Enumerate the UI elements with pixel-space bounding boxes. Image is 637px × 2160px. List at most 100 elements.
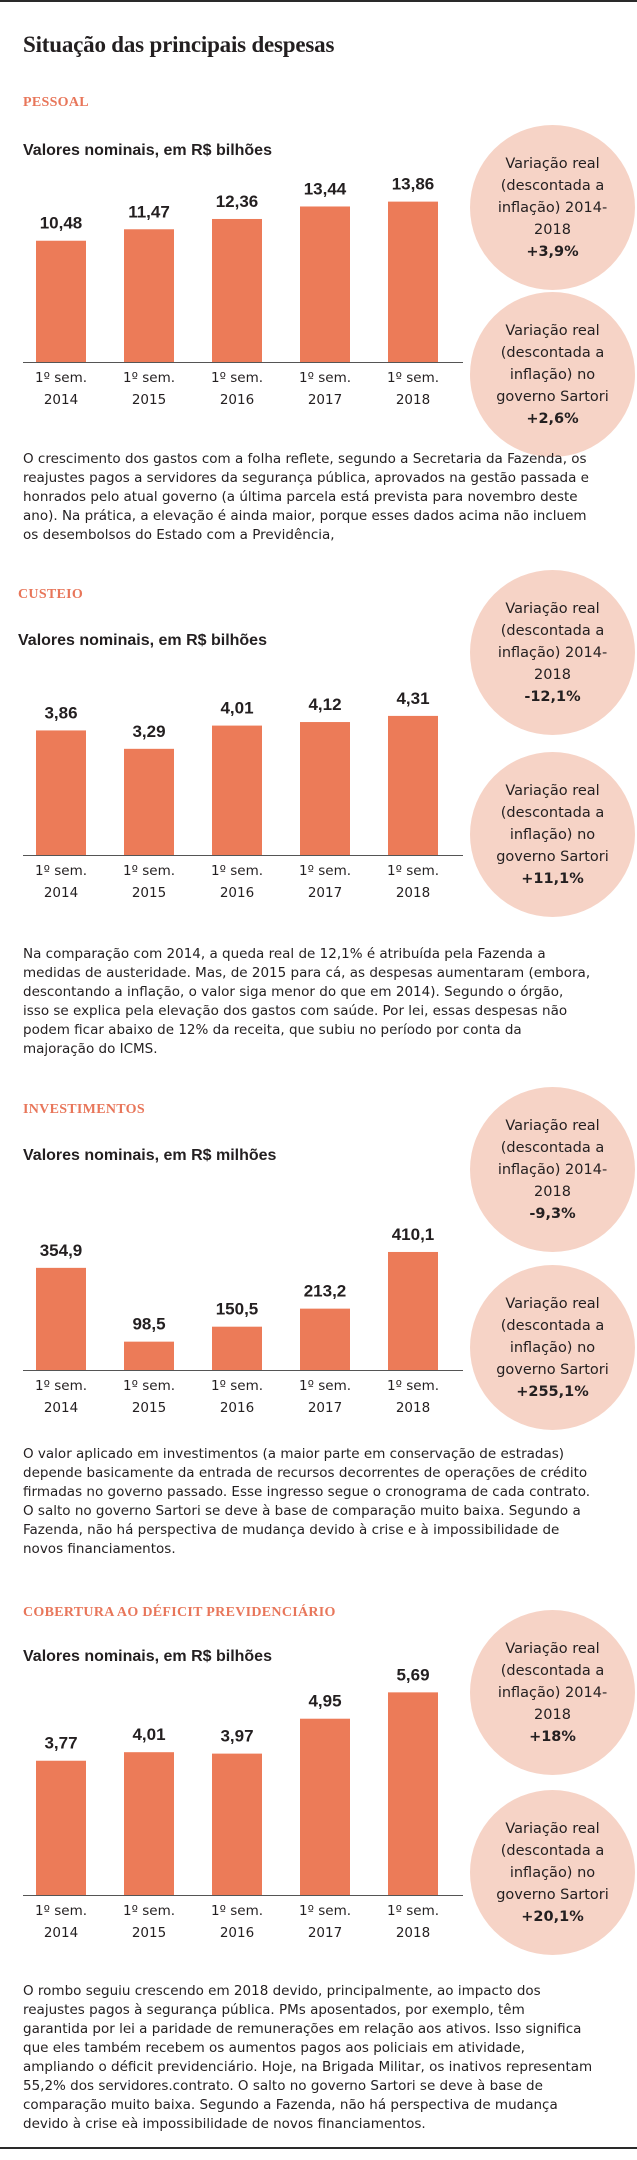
variation-circle-2014-2018: Variação real (descontada a inflação) 20… bbox=[470, 1610, 635, 1775]
variation-circle-sartori: Variação real (descontada a inflação) no… bbox=[470, 1790, 635, 1955]
bar-value-label: 150,5 bbox=[216, 1300, 259, 1319]
bar bbox=[388, 1251, 438, 1370]
top-rule bbox=[0, 0, 637, 2]
bar bbox=[388, 1692, 438, 1895]
bar-value-label: 3,97 bbox=[220, 1727, 253, 1746]
bar-value-label: 4,12 bbox=[308, 695, 341, 714]
section-paragraph: O rombo seguiu crescendo em 2018 devido,… bbox=[23, 1983, 593, 2132]
bar-value-label: 354,9 bbox=[40, 1241, 83, 1260]
x-tick-label: 1º sem. bbox=[387, 1903, 439, 1919]
x-tick-label: 1º sem. bbox=[211, 1378, 263, 1394]
bar bbox=[212, 725, 262, 855]
x-tick-label: 2018 bbox=[396, 885, 430, 901]
x-tick-label: 2016 bbox=[220, 1400, 254, 1416]
bar-value-label: 4,01 bbox=[132, 1725, 165, 1744]
circle-label: Variação real (descontada a inflação) 20… bbox=[497, 155, 608, 238]
x-tick-label: 2014 bbox=[44, 885, 78, 901]
x-tick-label: 1º sem. bbox=[299, 370, 351, 386]
bar-chart: 354,9 1º sem. 2014 98,5 1º sem. 2015 150,5 1º s… bbox=[23, 0, 463, 1440]
bar-value-label: 10,48 bbox=[40, 214, 83, 233]
bar-value-label: 13,86 bbox=[392, 175, 435, 194]
x-tick-label: 2015 bbox=[132, 885, 166, 901]
bar-value-label: 13,44 bbox=[304, 179, 347, 198]
section-title: INVESTIMENTOS bbox=[23, 1102, 145, 1117]
x-tick-label: 1º sem. bbox=[35, 863, 87, 879]
bar-chart-svg: 10,48 1º sem. 2014 11,47 1º sem. 2015 12,36 1º … bbox=[23, 175, 463, 408]
bar bbox=[36, 730, 86, 855]
bar-value-label: 410,1 bbox=[392, 1225, 435, 1244]
x-tick-label: 2017 bbox=[308, 885, 342, 901]
circle-label: Variação real (descontada a inflação) 20… bbox=[497, 600, 608, 683]
x-tick-label: 1º sem. bbox=[299, 1903, 351, 1919]
x-tick-label: 1º sem. bbox=[211, 863, 263, 879]
bar bbox=[212, 1753, 262, 1895]
x-tick-label: 2014 bbox=[44, 392, 78, 408]
bar-value-label: 4,95 bbox=[308, 1692, 341, 1711]
circle-value: -9,3% bbox=[529, 1205, 576, 1222]
bar-chart-svg: 3,86 1º sem. 2014 3,29 1º sem. 2015 4,01 1º sem… bbox=[23, 689, 463, 901]
x-tick-label: 1º sem. bbox=[299, 863, 351, 879]
bar bbox=[300, 1308, 350, 1370]
bar-value-label: 4,01 bbox=[220, 699, 253, 718]
circle-value: +3,9% bbox=[526, 243, 579, 260]
section-paragraph: O crescimento dos gastos com a folha ref… bbox=[23, 451, 589, 543]
x-tick-label: 2018 bbox=[396, 1925, 430, 1941]
bar-value-label: 3,77 bbox=[44, 1734, 77, 1753]
bar bbox=[36, 1267, 86, 1370]
x-tick-label: 1º sem. bbox=[123, 863, 175, 879]
x-tick-label: 2016 bbox=[220, 392, 254, 408]
x-tick-label: 1º sem. bbox=[35, 1378, 87, 1394]
x-tick-label: 2015 bbox=[132, 1400, 166, 1416]
bar-value-label: 11,47 bbox=[128, 202, 170, 221]
section-title: PESSOAL bbox=[23, 95, 89, 110]
x-tick-label: 2018 bbox=[396, 1400, 430, 1416]
bar bbox=[124, 1752, 174, 1895]
bar bbox=[300, 722, 350, 855]
bar-chart-svg: 3,77 1º sem. 2014 4,01 1º sem. 2015 3,97 1º sem… bbox=[23, 1665, 463, 1941]
bar bbox=[388, 715, 438, 855]
section-title: COBERTURA AO DÉFICIT PREVIDENCIÁRIO bbox=[23, 1605, 336, 1620]
x-tick-label: 2017 bbox=[308, 392, 342, 408]
circle-label: Variação real (descontada a inflação) no… bbox=[496, 1295, 609, 1378]
bar-chart-svg: 354,9 1º sem. 2014 98,5 1º sem. 2015 150,5 1º s… bbox=[23, 1225, 463, 1416]
circle-value: -12,1% bbox=[524, 688, 581, 705]
bar bbox=[124, 1341, 174, 1370]
bar-value-label: 3,29 bbox=[132, 722, 165, 741]
x-tick-label: 1º sem. bbox=[211, 370, 263, 386]
circle-label: Variação real (descontada a inflação) no… bbox=[496, 1820, 609, 1903]
variation-circle-sartori: Variação real (descontada a inflação) no… bbox=[470, 292, 635, 457]
bar-value-label: 98,5 bbox=[132, 1315, 165, 1334]
circle-value: +2,6% bbox=[526, 410, 579, 427]
x-tick-label: 2018 bbox=[396, 392, 430, 408]
bar-value-label: 213,2 bbox=[304, 1282, 347, 1301]
chart-subtitle: Valores nominais, em R$ milhões bbox=[23, 1147, 277, 1164]
chart-subtitle: Valores nominais, em R$ bilhões bbox=[23, 142, 272, 159]
x-tick-label: 1º sem. bbox=[35, 370, 87, 386]
variation-circle-sartori: Variação real (descontada a inflação) no… bbox=[470, 1265, 635, 1430]
x-tick-label: 1º sem. bbox=[211, 1903, 263, 1919]
circle-value: +20,1% bbox=[521, 1908, 584, 1925]
circle-label: Variação real (descontada a inflação) no… bbox=[496, 322, 609, 405]
circle-label: Variação real (descontada a inflação) 20… bbox=[497, 1640, 608, 1723]
bar bbox=[36, 1760, 86, 1895]
bottom-rule bbox=[0, 2147, 637, 2149]
bar-value-label: 3,86 bbox=[44, 703, 77, 722]
x-tick-label: 1º sem. bbox=[35, 1903, 87, 1919]
x-tick-label: 1º sem. bbox=[123, 1378, 175, 1394]
circle-value: +255,1% bbox=[516, 1383, 589, 1400]
x-tick-label: 2017 bbox=[308, 1400, 342, 1416]
bar bbox=[36, 240, 86, 362]
bar bbox=[124, 748, 174, 855]
bar bbox=[212, 218, 262, 362]
section-title: CUSTEIO bbox=[18, 587, 84, 602]
section-paragraph: O valor aplicado em investimentos (a mai… bbox=[23, 1446, 591, 1557]
bar bbox=[300, 206, 350, 362]
x-tick-label: 2017 bbox=[308, 1925, 342, 1941]
bar bbox=[212, 1326, 262, 1370]
bar-value-label: 4,31 bbox=[396, 689, 429, 708]
bar bbox=[300, 1718, 350, 1895]
x-tick-label: 2016 bbox=[220, 1925, 254, 1941]
bar bbox=[388, 201, 438, 362]
x-tick-label: 1º sem. bbox=[123, 1903, 175, 1919]
x-tick-label: 1º sem. bbox=[123, 370, 175, 386]
